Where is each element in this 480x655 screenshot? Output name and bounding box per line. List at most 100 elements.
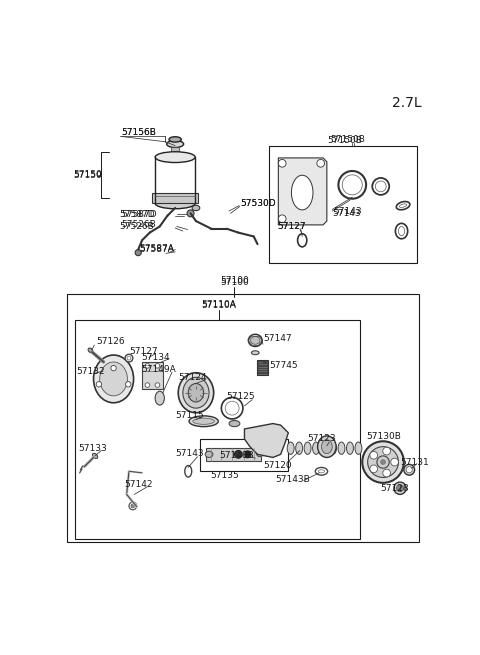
Circle shape: [370, 465, 378, 473]
Ellipse shape: [396, 202, 410, 210]
Text: 57134: 57134: [141, 353, 170, 362]
Polygon shape: [244, 424, 288, 457]
Circle shape: [317, 159, 324, 167]
Ellipse shape: [287, 442, 294, 455]
Text: 57123: 57123: [308, 434, 336, 443]
Ellipse shape: [221, 398, 243, 419]
Ellipse shape: [355, 442, 362, 455]
Text: 2.7L: 2.7L: [392, 96, 422, 110]
Text: 57745: 57745: [269, 362, 298, 370]
Circle shape: [391, 458, 398, 466]
Text: 57133: 57133: [78, 443, 107, 453]
Bar: [67, 294, 419, 542]
Ellipse shape: [185, 466, 192, 477]
Text: 57156B: 57156B: [121, 128, 156, 137]
Text: 57150: 57150: [73, 171, 102, 180]
Text: 57526B: 57526B: [121, 220, 156, 229]
Ellipse shape: [398, 227, 405, 236]
Circle shape: [234, 451, 242, 458]
Text: 57148B: 57148B: [219, 451, 254, 460]
Text: 57530D: 57530D: [240, 199, 276, 208]
Text: 57150B: 57150B: [327, 136, 362, 145]
Text: 57587A: 57587A: [140, 244, 175, 252]
Circle shape: [126, 382, 131, 387]
Circle shape: [383, 447, 390, 455]
Circle shape: [155, 383, 160, 387]
Text: 57143B: 57143B: [275, 474, 310, 483]
Ellipse shape: [169, 137, 181, 142]
Ellipse shape: [406, 466, 412, 473]
Text: 57100: 57100: [220, 276, 249, 285]
Text: 57142: 57142: [124, 480, 153, 489]
Text: 57131: 57131: [400, 458, 429, 466]
Text: 57149A: 57149A: [141, 365, 176, 374]
Ellipse shape: [193, 418, 215, 424]
Text: 57135: 57135: [210, 471, 239, 479]
Ellipse shape: [229, 421, 240, 426]
Ellipse shape: [338, 171, 366, 198]
Ellipse shape: [315, 468, 328, 475]
Circle shape: [258, 430, 265, 438]
Ellipse shape: [396, 223, 408, 239]
Ellipse shape: [338, 442, 345, 455]
Ellipse shape: [304, 442, 311, 455]
Ellipse shape: [225, 402, 239, 415]
Circle shape: [187, 210, 194, 217]
Text: 57587D: 57587D: [119, 210, 155, 219]
Text: 57150B: 57150B: [331, 135, 366, 144]
Ellipse shape: [127, 356, 131, 360]
Ellipse shape: [321, 442, 328, 455]
Text: 57126: 57126: [96, 337, 124, 346]
Ellipse shape: [155, 152, 195, 162]
Circle shape: [381, 460, 385, 464]
Ellipse shape: [318, 436, 336, 457]
Ellipse shape: [322, 440, 332, 454]
Circle shape: [278, 215, 286, 223]
Circle shape: [272, 438, 278, 443]
Ellipse shape: [155, 198, 195, 209]
Bar: [152, 193, 198, 203]
Circle shape: [278, 159, 286, 167]
Bar: [200, 439, 288, 472]
Ellipse shape: [183, 377, 209, 408]
Text: 57150: 57150: [73, 170, 102, 179]
Circle shape: [370, 451, 378, 459]
Circle shape: [129, 502, 137, 510]
Circle shape: [377, 456, 389, 468]
Ellipse shape: [251, 337, 260, 345]
Text: 57143: 57143: [332, 209, 361, 218]
Text: 57143: 57143: [175, 449, 204, 458]
Ellipse shape: [248, 334, 262, 346]
Text: 57587A: 57587A: [140, 245, 175, 254]
Bar: [75, 320, 360, 539]
Ellipse shape: [94, 355, 133, 403]
Bar: [171, 147, 179, 152]
Ellipse shape: [342, 175, 362, 195]
Circle shape: [396, 485, 404, 492]
Ellipse shape: [192, 205, 200, 211]
Circle shape: [131, 504, 135, 508]
Ellipse shape: [330, 442, 336, 455]
Text: 57127: 57127: [277, 222, 305, 231]
Circle shape: [383, 469, 390, 477]
Ellipse shape: [399, 204, 407, 208]
Ellipse shape: [318, 470, 324, 473]
Ellipse shape: [167, 141, 184, 147]
Text: 57147: 57147: [263, 333, 291, 343]
Circle shape: [96, 382, 102, 387]
Circle shape: [145, 383, 150, 387]
Text: 57127: 57127: [277, 222, 305, 231]
Ellipse shape: [178, 373, 214, 413]
Text: 57143: 57143: [333, 206, 361, 215]
Ellipse shape: [347, 442, 353, 455]
Text: 57100: 57100: [220, 278, 249, 287]
Ellipse shape: [189, 416, 218, 426]
Ellipse shape: [205, 451, 213, 457]
Bar: [142, 362, 163, 389]
Ellipse shape: [372, 178, 389, 195]
Circle shape: [155, 364, 160, 368]
Text: 57125: 57125: [227, 392, 255, 401]
Ellipse shape: [188, 384, 204, 402]
Text: 57127: 57127: [129, 347, 157, 356]
Ellipse shape: [362, 441, 404, 483]
